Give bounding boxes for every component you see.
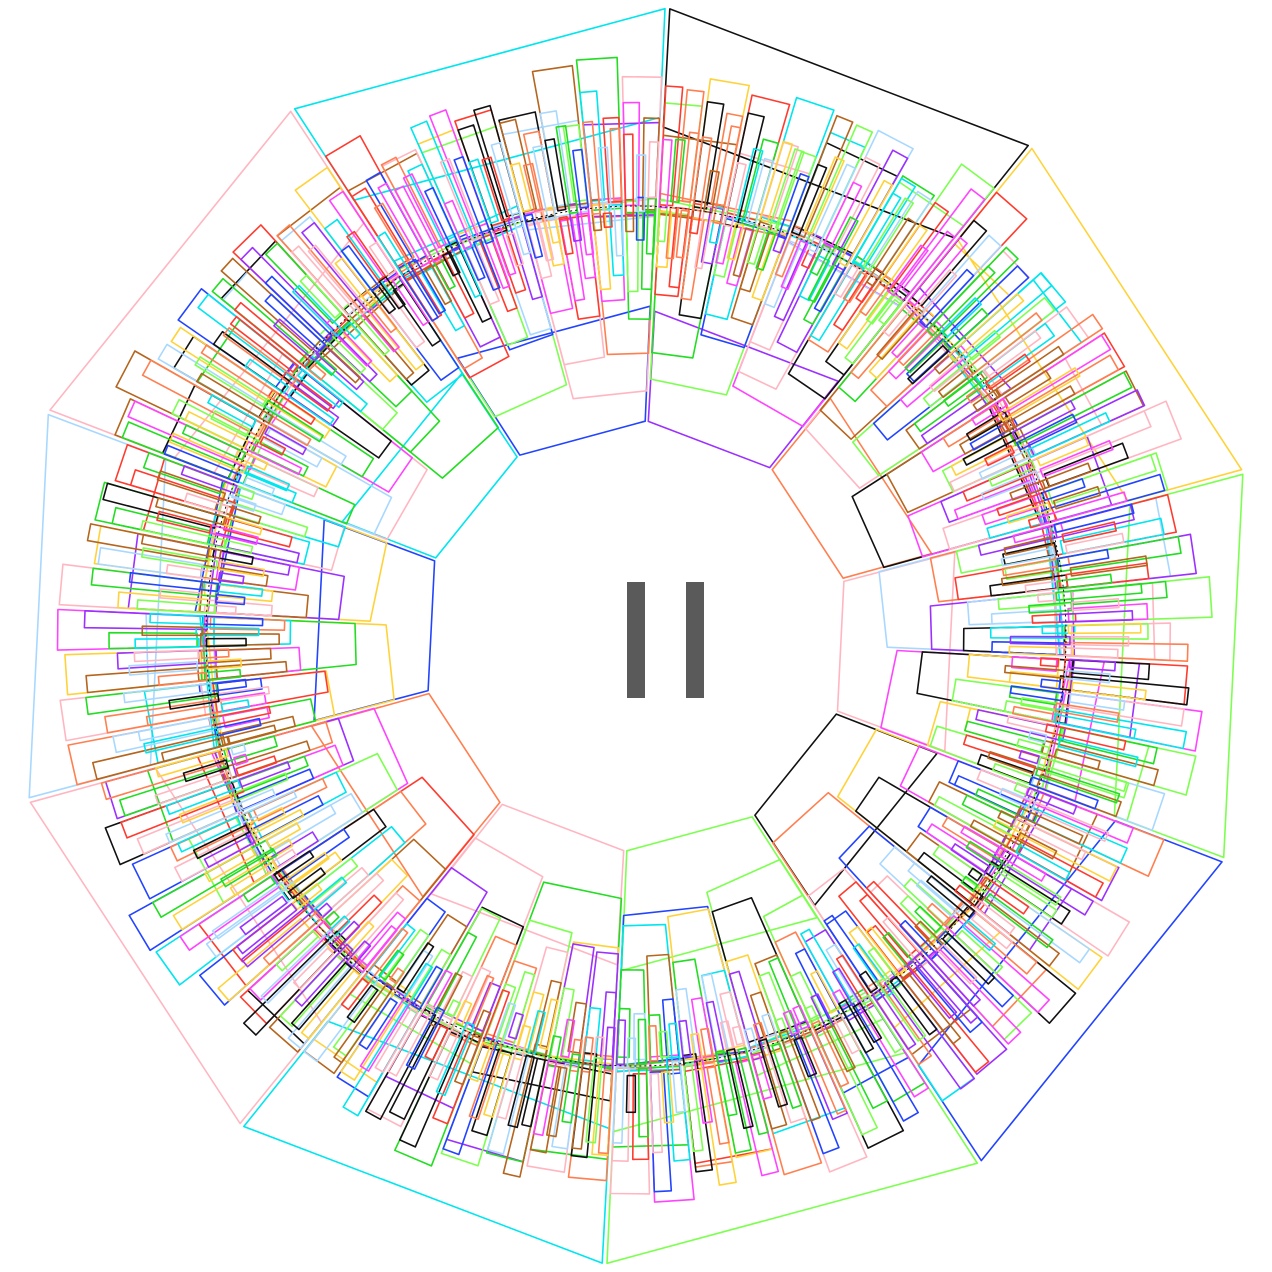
ring-segment (989, 885, 1089, 962)
ring-segment (915, 270, 957, 316)
pause-bar[interactable] (627, 582, 645, 698)
ring-segment (397, 943, 433, 993)
ring-segment (311, 868, 368, 920)
ring-segment (527, 213, 604, 364)
ring-segment (400, 1032, 463, 1147)
ring-segment (871, 876, 951, 957)
ring-segment (751, 1054, 771, 1099)
ring-segment (610, 128, 622, 200)
ring-segment (808, 125, 873, 244)
ring-segment (261, 931, 335, 1003)
ring-segment (617, 970, 646, 1065)
ring-segment (50, 111, 364, 458)
ring-segment (772, 399, 931, 579)
ring-segment (639, 1068, 649, 1137)
ring-segment (966, 298, 1054, 373)
ring-segment (431, 804, 623, 964)
ring-segment (293, 286, 343, 337)
ring-segment (927, 904, 950, 926)
ring-segment (260, 437, 285, 455)
ring-segment (622, 817, 817, 971)
ring-segment (134, 650, 198, 661)
ring-segment (693, 137, 712, 211)
ring-segment (648, 311, 838, 467)
ring-segment (316, 873, 384, 938)
ring-segment (375, 1009, 418, 1073)
ring-segment (882, 225, 927, 284)
ring-segment (905, 331, 947, 373)
ring-segment (1056, 584, 1142, 601)
ring-segment (180, 876, 280, 951)
ring-segment (231, 744, 246, 755)
ring-segment (650, 1073, 662, 1152)
ring-segment (879, 300, 901, 325)
pause-bar[interactable] (686, 582, 704, 698)
ring-segment (663, 9, 1028, 238)
page: (() => { JSON.parse(document.getElementB… (0, 0, 1272, 1272)
ring-segment (624, 134, 634, 214)
ring-segment (572, 1063, 591, 1149)
ring-segment (135, 639, 199, 649)
ring-segment (1066, 534, 1124, 554)
ring-segment (1071, 623, 1170, 660)
pause-button[interactable] (627, 582, 704, 698)
ring-segment (1070, 659, 1116, 670)
ring-segment (801, 929, 851, 1006)
ring-segment (648, 142, 659, 198)
ring-segment (669, 208, 689, 288)
ring-segment (244, 478, 274, 496)
ring-segment (1068, 624, 1141, 634)
ring-segment (668, 909, 745, 1060)
ring-segment (352, 311, 414, 380)
generative-art (0, 0, 1272, 1272)
ring-segment (933, 247, 1018, 333)
ring-segment (626, 213, 655, 320)
ring-segment (964, 626, 1065, 655)
